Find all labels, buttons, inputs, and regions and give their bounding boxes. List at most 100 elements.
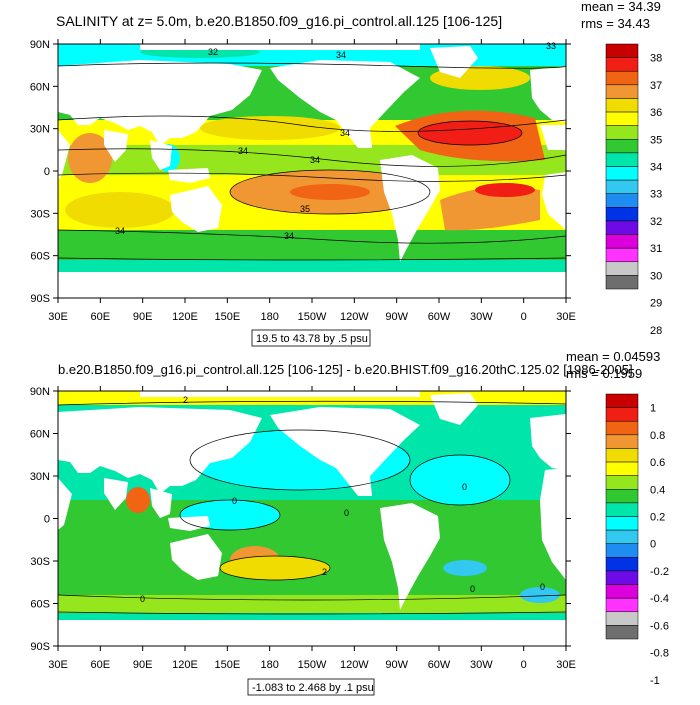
top-contour-label: 34 xyxy=(238,146,248,156)
top-land-antarctica xyxy=(58,272,566,298)
lon-label: 60W xyxy=(428,311,451,323)
lat-label: 90S xyxy=(30,293,50,305)
lat-label: 60N xyxy=(30,81,50,93)
colorbar-label: -0.6 xyxy=(650,620,669,632)
lon-label: 0 xyxy=(521,311,527,323)
bottom-weddell-blue xyxy=(520,587,560,603)
colorbar-swatch xyxy=(605,461,639,476)
lon-label: 30E xyxy=(556,659,576,671)
colorbar-swatch xyxy=(605,98,639,113)
top-land-africa-east xyxy=(58,130,70,180)
bottom-contour-label: 0 xyxy=(232,496,237,506)
lat-label: 60S xyxy=(30,599,50,611)
top-land-samerica xyxy=(380,155,440,262)
colorbar-swatch xyxy=(605,261,639,276)
colorbar-swatch xyxy=(605,111,639,126)
colorbar-swatch xyxy=(605,220,639,235)
colorbar-label: -0.8 xyxy=(650,648,669,660)
top-land-africa xyxy=(540,125,566,150)
bottom-land-samerica xyxy=(380,503,440,610)
colorbar-swatch xyxy=(605,502,639,517)
bottom-panel: b.e20.B1850.f09_g16.pi_control.all.125 [… xyxy=(30,349,669,696)
colorbar-swatch xyxy=(605,420,639,436)
colorbar-label: 32 xyxy=(650,216,662,228)
lat-label: 90N xyxy=(30,39,50,51)
bottom-land-europe xyxy=(530,414,566,470)
top-arabian-sea xyxy=(68,133,112,183)
top-contour-line xyxy=(58,115,566,132)
lon-label: 180 xyxy=(260,311,278,323)
colorbar-swatch xyxy=(605,489,639,504)
bottom-range-note-box: -1.083 to 2.468 by .1 psu xyxy=(247,678,375,696)
top-land-indochina xyxy=(150,140,172,170)
colorbar-swatch xyxy=(605,516,639,531)
top-satl-sal xyxy=(440,186,540,231)
top-land-europe xyxy=(530,66,566,122)
top-land-arctic-cap xyxy=(140,44,420,50)
bottom-contour-labels: 2 0 0 0 0 2 0 0 xyxy=(140,395,545,604)
colorbar-label: 30 xyxy=(650,270,662,282)
colorbar-swatch xyxy=(605,193,639,208)
top-panel: SALINITY at z= 5.0m, b.e20.B1850.f09_g16… xyxy=(30,0,662,347)
colorbar-swatch xyxy=(605,179,639,194)
colorbar-swatch xyxy=(605,529,639,544)
colorbar-label: -1 xyxy=(650,675,660,687)
lon-label: 90E xyxy=(133,659,153,671)
lon-label: 120W xyxy=(340,659,369,671)
lat-label: 0 xyxy=(44,514,50,526)
bottom-contour-line xyxy=(58,594,566,601)
top-contour-label: 34 xyxy=(284,231,294,241)
bottom-land-africa-west xyxy=(540,468,566,580)
lon-label: 30E xyxy=(48,311,68,323)
bottom-band-green xyxy=(58,500,566,600)
bottom-satl-blue xyxy=(443,560,487,576)
top-south-indian xyxy=(65,192,175,228)
top-contour-line xyxy=(58,229,566,244)
bottom-contour-line xyxy=(189,429,411,491)
bottom-arabian xyxy=(126,487,150,513)
top-panel-stat-rms: rms = 34.43 xyxy=(581,16,650,31)
bottom-contour-line xyxy=(219,555,331,581)
bottom-contour-label: 0 xyxy=(462,482,467,492)
colorbar-label: 1 xyxy=(650,403,656,415)
top-contour-line xyxy=(229,169,431,215)
bottom-map xyxy=(58,391,566,646)
bottom-contour-line xyxy=(58,611,566,615)
lat-label: 60N xyxy=(30,429,50,441)
lon-label: 150W xyxy=(298,311,327,323)
lon-label: 30E xyxy=(48,659,68,671)
lat-label: 60S xyxy=(30,251,50,263)
bottom-land-antarctica xyxy=(58,620,566,646)
top-panel-stat-mean: mean = 34.39 xyxy=(581,0,661,14)
colorbar-label: 0 xyxy=(650,539,656,551)
colorbar-swatch xyxy=(605,584,639,599)
top-npac-max xyxy=(200,116,340,140)
top-contour-label: 35 xyxy=(300,204,310,214)
bottom-southern-lightgreen xyxy=(58,595,566,613)
bottom-land xyxy=(58,391,566,646)
top-panel-title: SALINITY at z= 5.0m, b.e20.B1850.f09_g16… xyxy=(56,13,502,29)
top-map xyxy=(58,44,566,298)
bottom-land-arctic-cap xyxy=(140,391,420,397)
top-map-axes: 90N 60N 30N 0 30S 60S 90S 30E 60E 90E 120E 150E 180 1… xyxy=(30,39,576,323)
lon-label: 120E xyxy=(172,311,198,323)
colorbar-label: 37 xyxy=(650,80,662,92)
lon-label: 150E xyxy=(214,311,240,323)
lon-label: 30W xyxy=(470,311,493,323)
lon-label: 120W xyxy=(340,311,369,323)
colorbar-label: -0.4 xyxy=(650,593,669,605)
colorbar-swatch xyxy=(605,234,639,249)
colorbar-label: 28 xyxy=(650,325,662,337)
top-contour-line xyxy=(58,257,566,261)
top-land-australia xyxy=(170,186,222,232)
top-contour-line xyxy=(417,120,523,146)
bottom-land-india xyxy=(104,478,128,510)
colorbar-swatch xyxy=(605,543,639,558)
top-land-namerica xyxy=(270,60,420,148)
lon-label: 30E xyxy=(556,311,576,323)
lon-label: 150W xyxy=(298,659,327,671)
lat-label: 30N xyxy=(30,471,50,483)
colorbar-swatch xyxy=(605,570,639,585)
bottom-panel-stat-rms: rms = 0.1959 xyxy=(566,366,642,381)
top-colorbar: 38 37 36 35 34 33 32 31 30 29 28 xyxy=(605,43,662,337)
